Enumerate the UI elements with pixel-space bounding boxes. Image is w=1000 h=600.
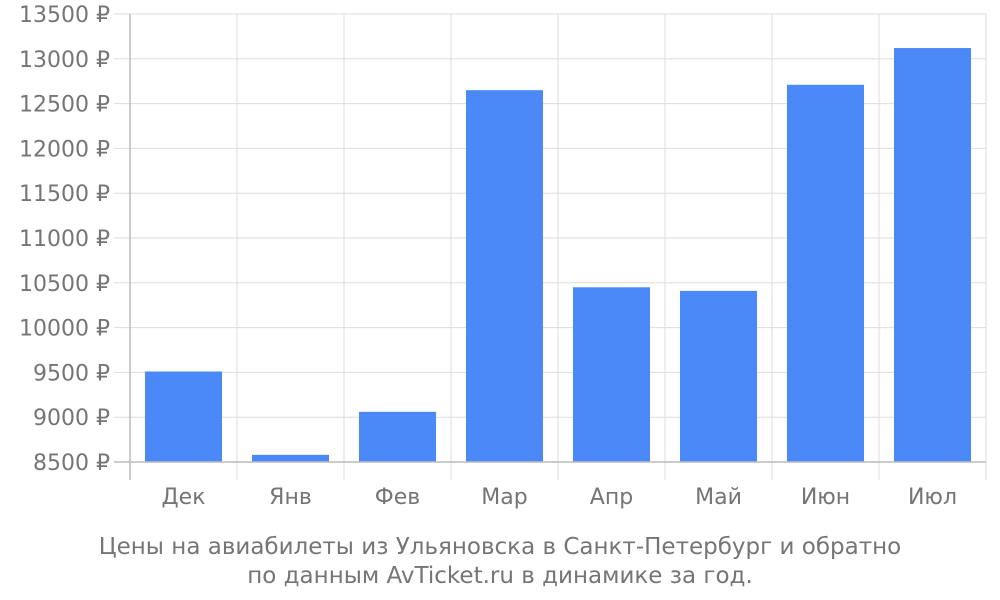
x-tick-label: Апр — [590, 485, 633, 510]
bar-4 — [465, 90, 544, 462]
y-tick-label: 10500 ₽ — [19, 272, 110, 297]
x-tick-label: Янв — [269, 485, 312, 510]
x-tick-label: Мар — [481, 485, 527, 510]
y-tick-label: 11500 ₽ — [19, 182, 110, 207]
bar-3 — [358, 411, 437, 462]
x-tick-label: Июл — [908, 485, 957, 510]
bar-5 — [572, 287, 651, 462]
x-tick-label: Май — [695, 485, 742, 510]
x-tick-label: Дек — [161, 485, 205, 510]
chart-caption-line-2: по данным AvTicket.ru в динамике за год. — [247, 563, 753, 589]
y-tick-label: 11000 ₽ — [19, 227, 110, 252]
y-tick-label: 8500 ₽ — [33, 451, 110, 476]
y-tick-label: 12500 ₽ — [19, 93, 110, 118]
y-tick-label: 13500 ₽ — [19, 3, 110, 28]
x-tick-label: Фев — [375, 485, 420, 510]
y-tick-label: 9000 ₽ — [33, 406, 110, 431]
y-tick-label: 12000 ₽ — [19, 137, 110, 162]
bar-1 — [144, 371, 223, 462]
bar-2 — [251, 454, 330, 462]
x-tick-label: Июн — [801, 485, 850, 510]
y-tick-label: 10000 ₽ — [19, 317, 110, 342]
y-tick-label: 9500 ₽ — [33, 361, 110, 386]
chart-caption-line-1: Цены на авиабилеты из Ульяновска в Санкт… — [98, 534, 902, 560]
bar-8 — [893, 48, 972, 462]
y-tick-label: 13000 ₽ — [19, 48, 110, 73]
bar-6 — [679, 290, 758, 462]
bar-7 — [786, 84, 865, 462]
